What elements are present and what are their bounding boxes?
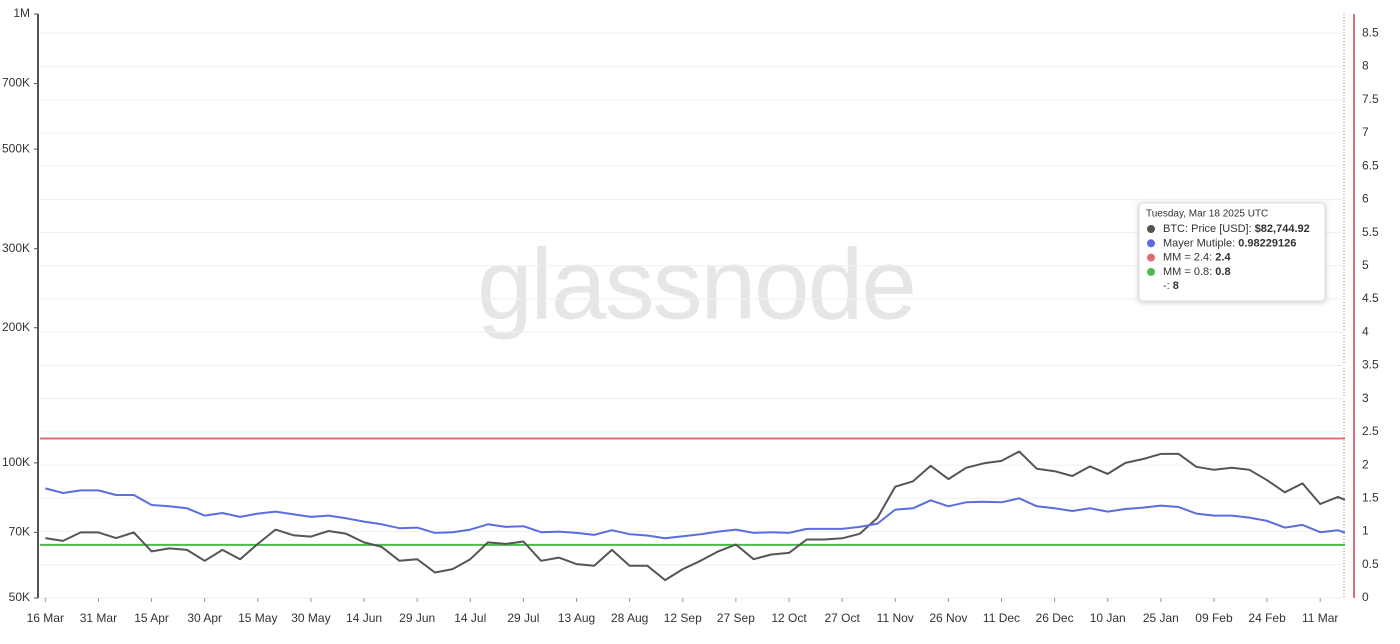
tooltip-label: Mayer Mutiple: [1163,237,1235,249]
y2-tick-label: 7.5 [1362,92,1379,106]
series-line [45,450,1346,582]
y2-tick-label: 3 [1362,391,1369,405]
y-tick-label: 1M [13,6,30,20]
tooltip-value: 0.98229126 [1238,237,1296,249]
y-tick-label: 100K [2,455,30,469]
tooltip-row: MM = 2.4: 2.4 [1163,252,1231,264]
y2-tick-label: 1.5 [1362,491,1379,505]
x-tick-label: 28 Aug [611,611,648,625]
tooltip-row: MM = 0.8: 0.8 [1163,266,1231,278]
y2-tick-label: 1 [1362,524,1369,538]
tooltip-row: Mayer Mutiple: 0.98229126 [1163,237,1296,249]
tooltip-dot [1147,239,1155,248]
x-tick-label: 10 Jan [1090,611,1126,625]
x-tick-label: 27 Oct [824,611,860,625]
tooltip: Tuesday, Mar 18 2025 UTC BTC: Price [USD… [1138,202,1326,302]
x-tick-label: 27 Sep [717,611,755,625]
tooltip-value: 8 [1173,280,1179,292]
tooltip-dot [1147,253,1155,262]
y2-tick-label: 7 [1362,125,1369,139]
x-tick-label: 29 Jun [399,611,435,625]
y-tick-label: 500K [2,141,30,155]
tooltip-row: -: 8 [1163,280,1179,292]
tooltip-box [1138,202,1326,302]
x-tick-label: 29 Jul [507,611,539,625]
x-tick-label: 15 May [238,611,277,625]
watermark: glassnode [477,228,915,340]
x-tick-label: 09 Feb [1195,611,1233,625]
y2-tick-label: 8 [1362,59,1369,73]
series-line [45,487,1346,540]
x-tick-label: 15 Apr [134,611,169,625]
x-tick-label: 13 Aug [558,611,595,625]
x-tick-label: 11 Dec [983,611,1020,625]
y-tick-label: 50K [9,590,30,604]
x-tick-label: 16 Mar [27,611,64,625]
y2-tick-label: 2.5 [1362,424,1379,438]
x-tick-label: 25 Jan [1143,611,1179,625]
y2-tick-label: 5 [1362,258,1369,272]
x-tick-label: 24 Feb [1248,611,1286,625]
tooltip-dot [1147,267,1155,276]
plot: 0 0.5 1 1.5 2 2.5 3 3.5 4 4.5 5 5.5 6 6.5 7 7.5 8 8.5 50K 7… [2,6,1379,625]
tooltip-date: Tuesday, Mar 18 2025 UTC [1146,209,1268,220]
x-tick-label: 26 Dec [1036,611,1074,625]
x-tick-label: 31 Mar [80,611,117,625]
x-tick-label: 12 Oct [771,611,807,625]
y2-tick-label: 0 [1362,590,1369,604]
tooltip-value: 2.4 [1215,252,1231,264]
y2-tick-label: 4 [1362,324,1369,338]
x-tick-label: 14 Jun [346,611,382,625]
y2-tick-label: 5.5 [1362,225,1379,239]
y2-tick-label: 8.5 [1362,25,1379,39]
y2-tick-label: 6 [1362,192,1369,206]
x-tick-label: 30 Apr [187,611,222,625]
y-tick-label: 700K [2,76,30,90]
x-tick-label: 12 Sep [664,611,702,625]
tooltip-label: MM = 2.4: [1163,252,1212,264]
x-tick-label: 14 Jul [454,611,486,625]
y-tick-label: 70K [9,525,30,539]
x-tick-label: 11 Nov [877,611,914,625]
tooltip-value: $82,744.92 [1255,223,1310,235]
y2-tick-label: 4.5 [1362,291,1379,305]
y2-tick-label: 6.5 [1362,158,1379,172]
tooltip-value: 0.8 [1215,266,1230,278]
x-tick-label: 11 Mar [1302,611,1338,625]
x-tick-label: 30 May [291,611,330,625]
y2-tick-label: 3.5 [1362,358,1379,372]
tooltip-row: BTC: Price [USD]: $82,744.92 [1163,223,1310,235]
tooltip-dot [1147,225,1155,233]
y2-tick-label: 2 [1362,457,1369,471]
y-tick-label: 200K [2,320,30,334]
x-tick-label: 26 Nov [929,611,967,625]
tooltip-label: -: [1163,280,1170,292]
y-tick-label: 300K [2,241,30,255]
y2-tick-label: 0.5 [1362,557,1379,571]
tooltip-label: MM = 0.8: [1163,266,1212,278]
tooltip-label: BTC: Price [USD]: [1163,223,1252,235]
